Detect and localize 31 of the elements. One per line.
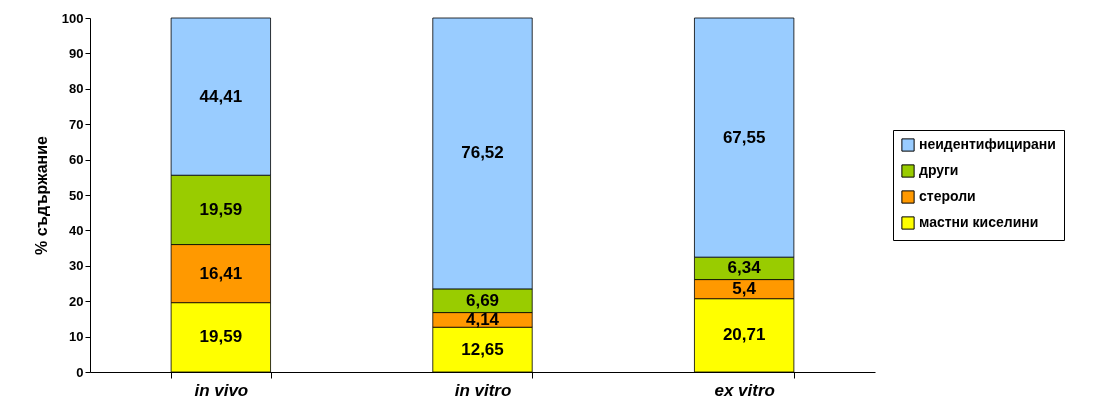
legend-label: други: [919, 162, 959, 178]
y-tick-label: 20: [69, 293, 84, 309]
data-label: 6,34: [727, 258, 762, 278]
data-label: 5,4: [732, 279, 757, 299]
data-label: 6,69: [465, 290, 500, 310]
y-tick-label: 90: [69, 45, 84, 61]
y-tick-label: 50: [69, 187, 84, 203]
y-axis-title: % съдържание: [32, 135, 50, 256]
legend-label: мастни киселини: [919, 214, 1039, 230]
y-tick-label: 10: [69, 329, 84, 345]
x-tick-label: in vitro: [454, 380, 512, 400]
data-label: 19,59: [199, 199, 243, 219]
data-label: 20,71: [722, 325, 766, 345]
y-tick-label: 60: [69, 152, 84, 168]
x-tick-label: ex vitro: [714, 380, 775, 400]
y-tick-label: 80: [69, 81, 84, 97]
data-label: 76,52: [461, 143, 504, 163]
data-label: 4,14: [465, 309, 500, 329]
y-tick-label: 70: [69, 116, 84, 132]
data-label: 67,55: [722, 127, 766, 147]
data-label: 44,41: [199, 86, 243, 106]
y-tick-label: 0: [76, 364, 84, 380]
y-tick-label: 100: [61, 10, 84, 26]
data-label: 12,65: [461, 339, 504, 359]
y-tick-label: 30: [69, 258, 84, 274]
data-label: 16,41: [199, 263, 243, 283]
y-tick-label: 40: [69, 222, 84, 238]
data-label: 19,59: [199, 327, 243, 347]
legend-label: неидентифицирани: [919, 136, 1056, 152]
legend-label: стероли: [919, 188, 976, 204]
x-tick-label: in vivo: [194, 380, 249, 400]
